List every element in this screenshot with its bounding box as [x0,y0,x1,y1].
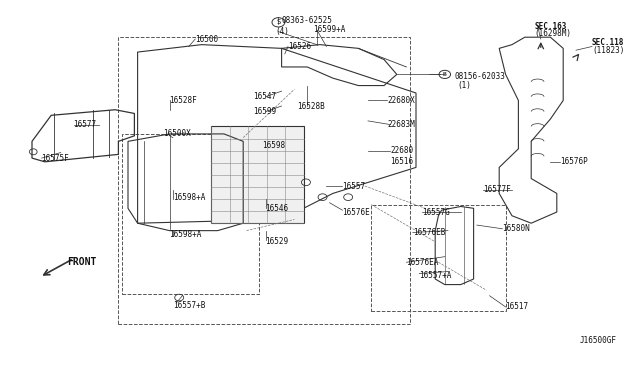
Text: 16500: 16500 [195,35,218,44]
Text: 16576E: 16576E [342,208,370,217]
Text: 16598: 16598 [262,141,285,150]
Text: 22680: 22680 [390,146,413,155]
Text: 16575F: 16575F [42,154,69,163]
Text: (16298M): (16298M) [534,29,572,38]
Text: 16576EB: 16576EB [413,228,445,237]
Text: B: B [443,72,447,77]
Text: 16557: 16557 [342,182,365,190]
Text: (11823): (11823) [592,46,625,55]
Text: 22680X: 22680X [387,96,415,105]
Text: J16500GF: J16500GF [579,336,616,345]
Text: (4): (4) [275,27,289,36]
Text: 08363-62525: 08363-62525 [282,16,332,25]
Text: 16516: 16516 [390,157,413,166]
Text: 16529: 16529 [266,237,289,246]
Text: 16580N: 16580N [502,224,530,233]
Text: 16557G: 16557G [422,208,450,217]
Text: FRONT: FRONT [67,257,97,267]
Text: 16599: 16599 [253,107,276,116]
Text: 16577: 16577 [74,120,97,129]
Text: 16577F: 16577F [483,185,511,194]
Text: 16500X: 16500X [163,129,191,138]
Bar [371,205,506,311]
Text: 16598+A: 16598+A [173,193,205,202]
Text: 16517: 16517 [506,302,529,311]
Text: 16557+A: 16557+A [419,271,452,280]
Text: SEC.163: SEC.163 [534,22,567,31]
Text: 16598+A: 16598+A [170,230,202,239]
Text: 16546: 16546 [266,204,289,213]
Bar [122,134,259,294]
Text: S: S [276,19,280,25]
Text: 16526: 16526 [288,42,311,51]
Text: 16576EA: 16576EA [406,258,439,267]
Text: 16547: 16547 [253,92,276,101]
Text: 16576P: 16576P [560,157,588,166]
Text: (1): (1) [458,81,472,90]
Text: 08156-62033: 08156-62033 [454,72,505,81]
Text: 16528B: 16528B [298,102,325,110]
Text: SEC.118: SEC.118 [592,38,625,47]
Bar [118,37,410,324]
Text: 16599+A: 16599+A [314,25,346,34]
Text: 16528F: 16528F [170,96,197,105]
Text: 16557+B: 16557+B [173,301,205,310]
Bar [211,126,304,223]
Text: 22683M: 22683M [387,120,415,129]
